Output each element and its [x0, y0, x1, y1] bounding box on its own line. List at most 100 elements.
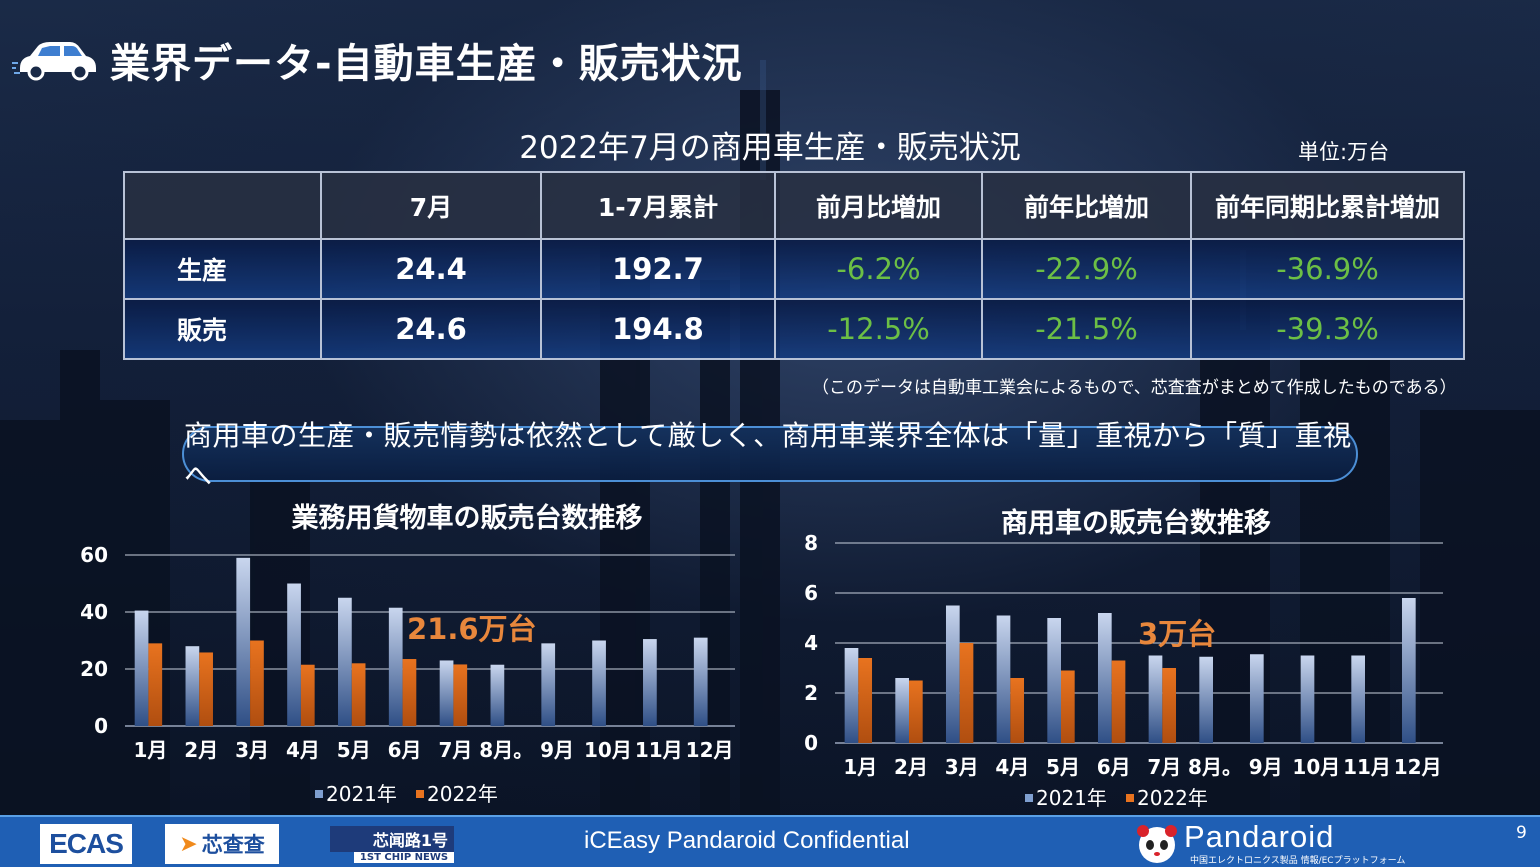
y-tick-label: 2: [804, 681, 818, 705]
y-tick-label: 6: [804, 581, 818, 605]
page-number: 9: [1516, 823, 1527, 843]
table-header-row: 7月 1-7月累計 前月比増加 前年比増加 前年同期比累計増加: [123, 171, 1465, 240]
x-tick-label: 7月: [1147, 755, 1181, 779]
legend-label: 2022年: [427, 782, 498, 806]
legend-label: 2021年: [1036, 786, 1107, 810]
bar-2021年-9月: [1249, 654, 1264, 743]
confidential-label: iCEasy Pandaroid Confidential: [584, 827, 910, 854]
x-tick-label: 8月。: [479, 738, 533, 762]
city-skyline-background: [760, 60, 1246, 330]
bar-2021年-4月: [287, 583, 301, 726]
legend-label: 2022年: [1137, 786, 1208, 810]
page-title: 業界データ-自動車生産・販売状況: [110, 41, 743, 87]
bar-2022年-6月: [402, 659, 417, 726]
row-label: 生産: [123, 238, 322, 300]
cell-month: 24.6: [320, 298, 542, 360]
cargo-vehicle-sales-chart: 業務用貨物車の販売台数推移 0 20 40 60 1月 2月 3月 4月 5月 6月 7月 8月。 9月 1…: [80, 502, 735, 806]
bar-2022年-3月: [959, 643, 974, 743]
bar-2021年-11月: [643, 639, 657, 726]
bar-2022年-5月: [351, 663, 366, 726]
chart-title: 業務用貨物車の販売台数推移: [292, 502, 643, 534]
x-tick-label: 12月: [686, 738, 734, 762]
x-tick-label: 3月: [235, 738, 269, 762]
cell-mom: -12.5%: [774, 298, 983, 360]
y-tick-label: 4: [804, 631, 818, 655]
x-tick-label: 4月: [995, 755, 1029, 779]
page-header: 業界データ-自動車生産・販売状況: [12, 30, 743, 90]
table-row: 生産 24.4 192.7 -6.2% -22.9% -36.9%: [123, 238, 1465, 300]
production-sales-table: 7月 1-7月累計 前月比増加 前年比増加 前年同期比累計増加 生産 24.4 …: [123, 171, 1465, 360]
bar-2021年-10月: [592, 640, 606, 726]
x-tick-label: 4月: [286, 738, 320, 762]
table-header-empty: [123, 171, 322, 240]
legend-swatch: [315, 790, 323, 798]
unit-label: 単位:万台: [1298, 140, 1390, 164]
table-header-month: 7月: [320, 171, 542, 240]
table-header-mom: 前月比増加: [774, 171, 983, 240]
table-title-text: 2022年7月の商用車生産・販売状況: [519, 130, 1021, 166]
table-header-yoy: 前年比増加: [981, 171, 1192, 240]
y-tick-label: 0: [804, 731, 818, 755]
summary-banner: 商用車の生産・販売情勢は依然として厳しく、商用車業界全体は「量」重視から「質」重…: [182, 419, 1358, 492]
table-header-cumulative: 1-7月累計: [540, 171, 776, 240]
panda-icon: [1137, 825, 1177, 863]
bar-2021年-12月: [693, 637, 708, 726]
x-tick-label: 9月: [1249, 755, 1283, 779]
x-tick-label: 1月: [133, 738, 167, 762]
x-tick-label: 3月: [945, 755, 979, 779]
bar-2021年-5月: [338, 597, 352, 726]
legend-swatch: [1126, 794, 1134, 802]
x-tick-label: 11月: [635, 738, 683, 762]
xincc-mark-icon: ➤: [179, 831, 198, 857]
bar-2021年-12月: [1401, 598, 1416, 743]
x-tick-label: 1月: [843, 755, 877, 779]
bar-2021年-6月: [388, 607, 403, 726]
chart-annotation: 21.6万台: [407, 612, 537, 646]
legend-label: 2021年: [326, 782, 397, 806]
bar-2022年-1月: [858, 658, 873, 743]
bar-2021年-2月: [895, 678, 909, 743]
y-tick-label: 20: [80, 657, 108, 681]
pandaroid-subtitle: 中国エレクトロニクス製品 情報/ECプラットフォーム: [1190, 856, 1406, 866]
bar-2021年-6月: [1097, 613, 1112, 743]
source-note: （このデータは自動車工業会によるもので、芯査査がまとめて作成したものである）: [812, 378, 1457, 398]
bar-2022年-2月: [909, 680, 923, 743]
commercial-vehicle-sales-chart: 商用車の販売台数推移 0 2 4 6 8 1月 2月 3月 4月 5月 6月 7月 8月。 9月 10月 11月…: [804, 507, 1443, 810]
bar-2021年-3月: [236, 557, 251, 726]
table-row: 販売 24.6 194.8 -12.5% -21.5% -39.3%: [123, 298, 1465, 360]
chart-title: 商用車の販売台数推移: [1001, 507, 1271, 539]
ecas-logo: ECAS: [40, 824, 132, 864]
table-header-yoy-cum: 前年同期比累計増加: [1190, 171, 1465, 240]
legend-swatch: [416, 790, 424, 798]
x-tick-label: 6月: [1097, 755, 1131, 779]
bar-2021年-1月: [844, 648, 859, 743]
bar-2022年-2月: [199, 652, 213, 726]
bar-2021年-3月: [945, 605, 960, 743]
chip-news-logo-top: 芯闻路1号: [330, 825, 454, 852]
x-tick-label: 6月: [388, 738, 422, 762]
bar-2021年-8月。: [490, 664, 505, 726]
bar-2021年-5月: [1047, 618, 1061, 743]
x-tick-label: 5月: [337, 738, 371, 762]
x-tick-label: 8月。: [1188, 755, 1242, 779]
x-tick-label: 5月: [1046, 755, 1080, 779]
table-title: 2022年7月の商用車生産・販売状況: [0, 122, 1540, 167]
x-tick-label: 10月: [1292, 755, 1340, 779]
y-tick-label: 0: [94, 714, 108, 738]
bar-2021年-9月: [541, 643, 556, 726]
bar-2021年-1月: [134, 610, 149, 726]
cell-yoy: -21.5%: [981, 298, 1192, 360]
x-tick-label: 2月: [184, 738, 218, 762]
bar-2021年-7月: [439, 660, 454, 726]
bar-2022年-7月: [453, 664, 468, 726]
cell-yoy-cum: -39.3%: [1190, 298, 1465, 360]
cell-cumulative: 194.8: [540, 298, 776, 360]
bar-2022年-4月: [300, 664, 315, 726]
bar-2022年-1月: [148, 643, 163, 726]
bar-2022年-5月: [1061, 670, 1075, 743]
x-tick-label: 10月: [584, 738, 632, 762]
xincc-logo: ➤ 芯查查: [165, 824, 279, 864]
cell-mom: -6.2%: [774, 238, 983, 300]
car-icon: [12, 42, 96, 81]
chip-news-logo-bottom: 1ST CHIP NEWS: [354, 851, 454, 863]
